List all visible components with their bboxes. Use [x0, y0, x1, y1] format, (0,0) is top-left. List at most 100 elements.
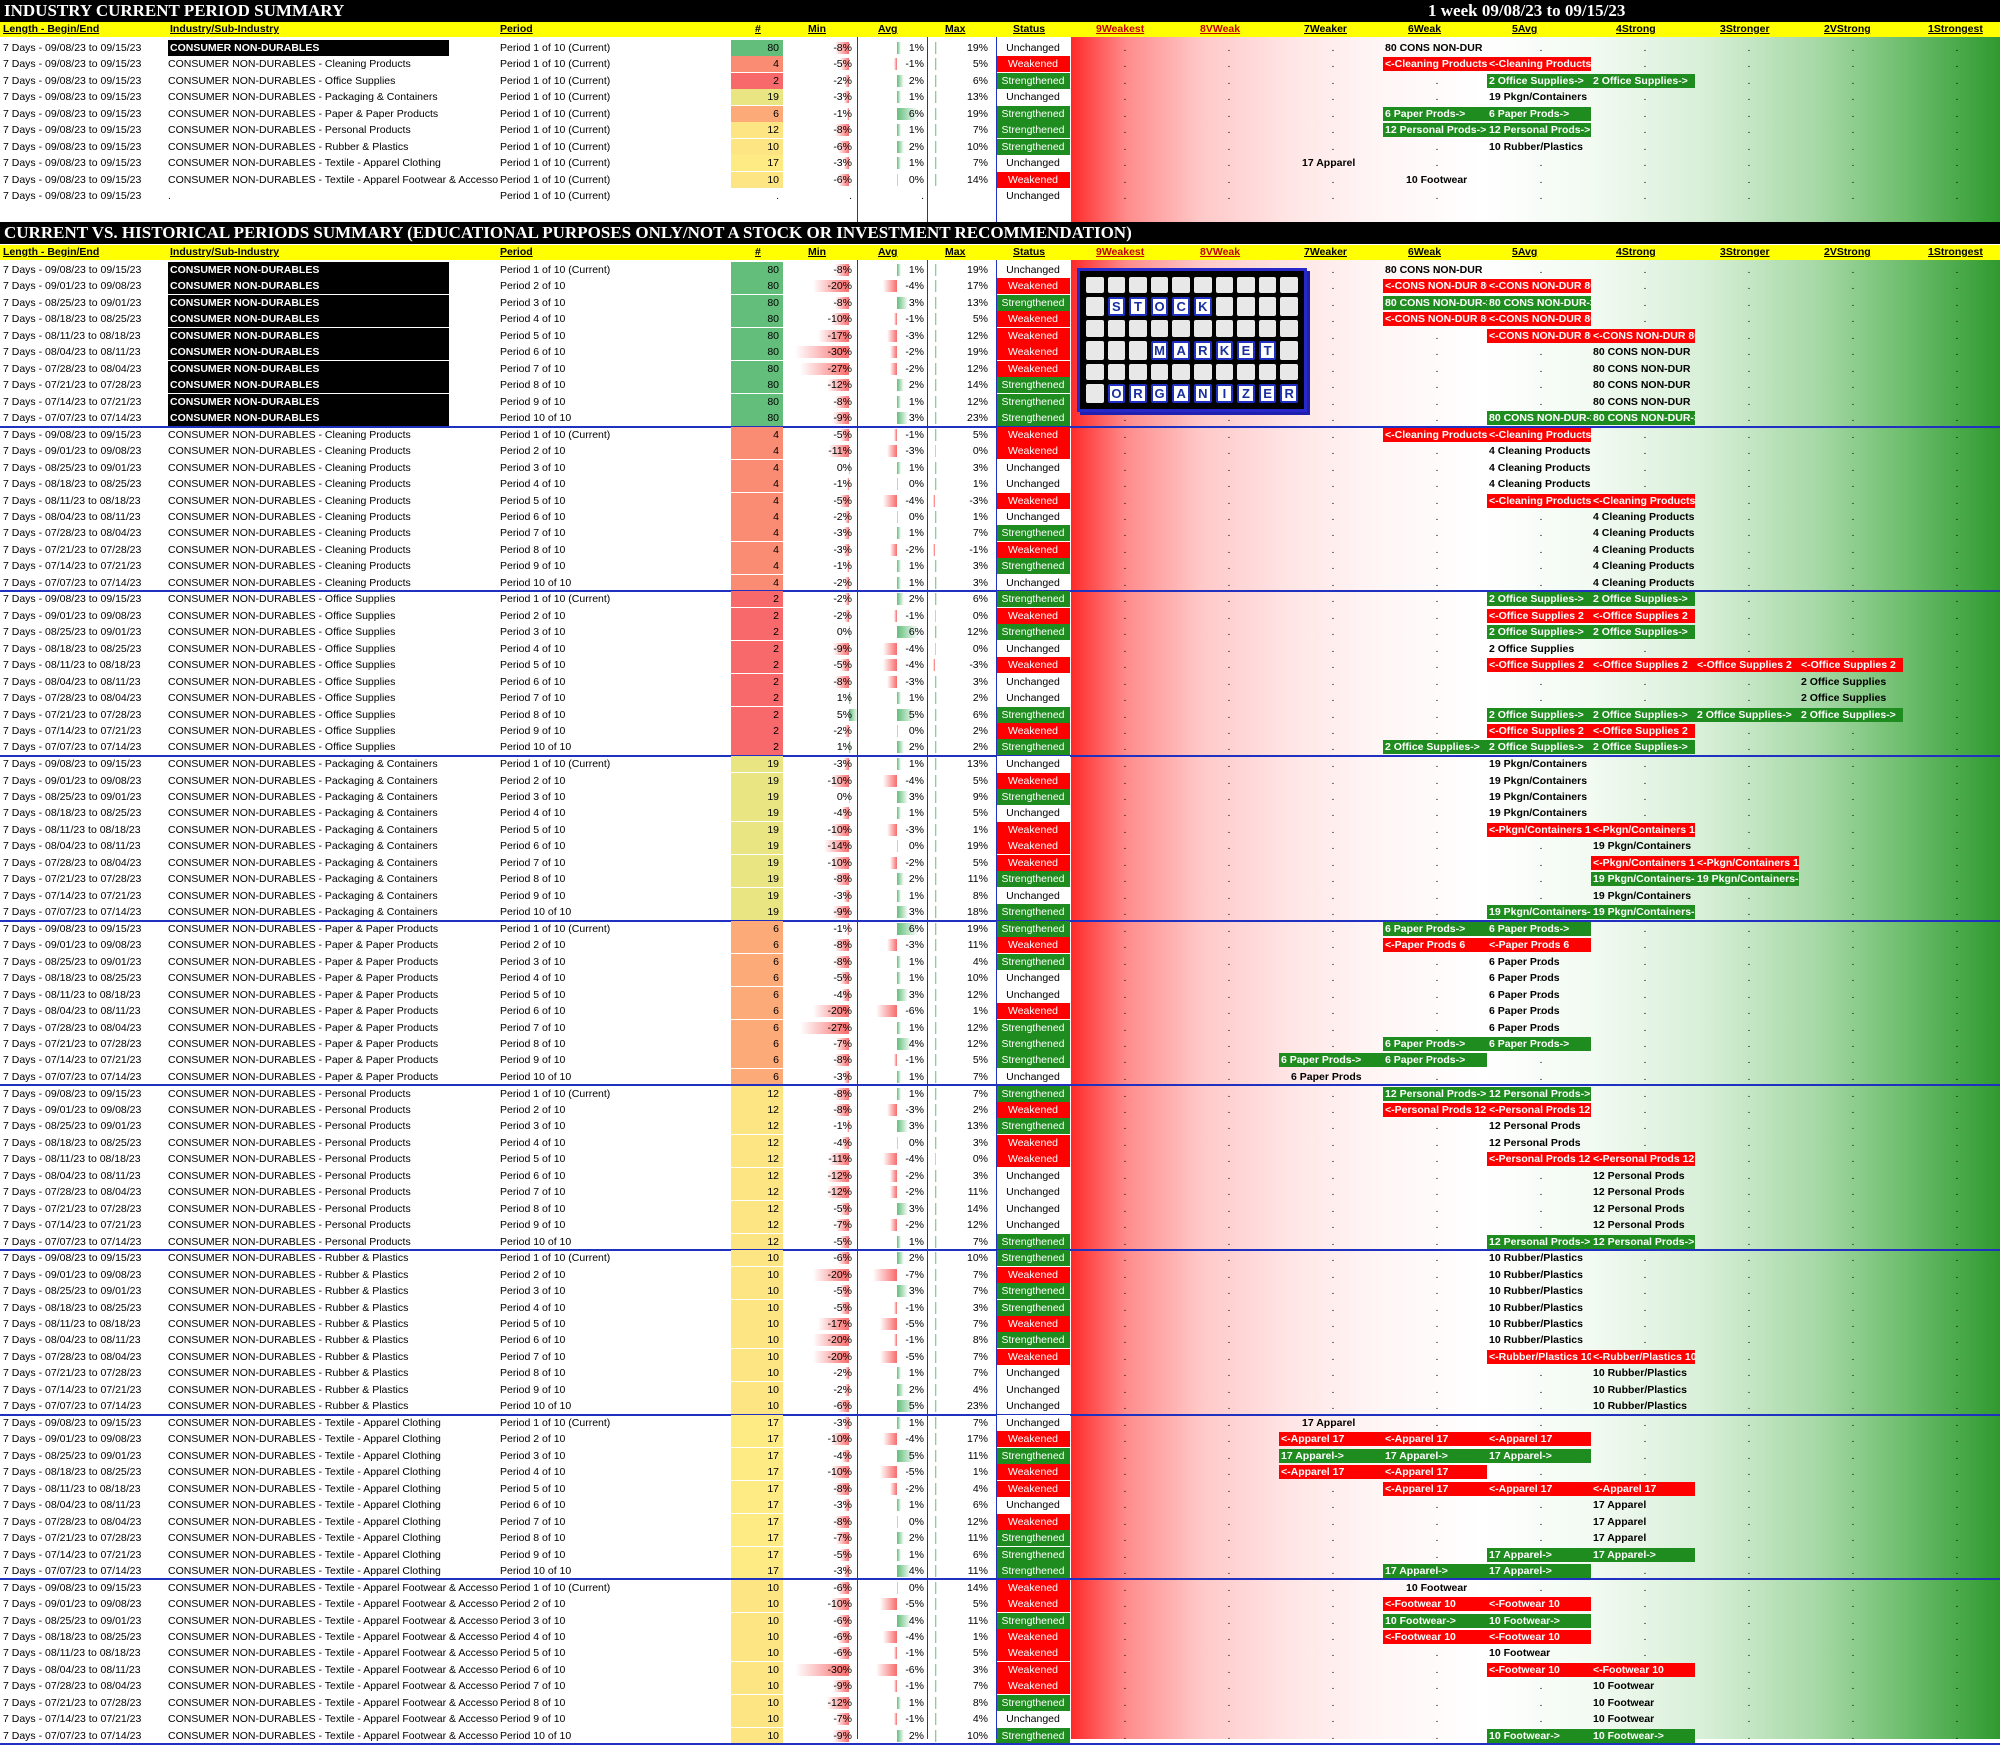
min-databar	[840, 1285, 849, 1298]
min-cell: -3%	[833, 527, 852, 540]
zone-dot: .	[1747, 774, 1751, 787]
strength-label: 2 Office Supplies->	[1591, 73, 1695, 88]
avg-cell: 3%	[908, 1120, 924, 1133]
count-cell: 80	[731, 278, 783, 295]
zone-dot: .	[1123, 445, 1127, 458]
min-cell: .	[849, 190, 852, 203]
zone-dot: .	[1747, 1186, 1751, 1199]
logo-tile	[1086, 277, 1104, 294]
count-cell: 6	[731, 1019, 783, 1036]
zone-dot: .	[1331, 1713, 1335, 1726]
industry-cell: CONSUMER NON-DURABLES - Personal Product…	[168, 1235, 411, 1248]
zone-dot: .	[1851, 725, 1855, 737]
industry-cell: CONSUMER NON-DURABLES - Cleaning Product…	[168, 478, 411, 491]
zone-dot: .	[1747, 42, 1751, 54]
min-databar	[845, 609, 849, 622]
zone-dot: .	[1747, 1219, 1751, 1232]
industry-cell: CONSUMER NON-DURABLES	[168, 311, 449, 328]
period-cell: Period 4 of 10	[500, 1630, 566, 1643]
zone-dot: .	[1539, 576, 1543, 589]
zone-dot: .	[1331, 1729, 1335, 1742]
avg-databar	[883, 774, 897, 787]
zone-dot: .	[1643, 1532, 1647, 1545]
zone-dot: .	[1539, 1647, 1543, 1660]
strength-label: 19 Pkgn/Containers->	[1695, 872, 1799, 887]
industry-cell: CONSUMER NON-DURABLES - Office Supplies	[168, 708, 396, 721]
max-databar	[935, 576, 937, 589]
zone-dot: .	[1435, 42, 1439, 54]
max-cell: -1%	[969, 543, 988, 556]
avg-cell: -6%	[905, 1005, 924, 1018]
max-cell: 1%	[972, 823, 988, 836]
zone-dot: .	[1331, 988, 1335, 1001]
count-cell: 10	[731, 171, 783, 188]
avg-cell: -2%	[905, 362, 924, 375]
zone-dot: .	[1955, 1021, 1959, 1034]
min-databar	[831, 1466, 849, 1479]
zone-dot: .	[1227, 1581, 1231, 1594]
period-cell: Period 6 of 10	[500, 1169, 566, 1182]
max-cell: 5%	[972, 1054, 988, 1067]
avg-databar	[897, 173, 898, 186]
count-cell: 12	[731, 1167, 783, 1184]
strength-label: 80 CONS NON-DUR	[1593, 346, 1691, 359]
zone-dot: .	[1123, 190, 1127, 203]
max-cell: 12%	[966, 1219, 988, 1232]
length-cell: 7 Days - 07/14/23 to 07/21/23	[3, 1713, 142, 1726]
zone-dot: .	[1747, 1647, 1751, 1660]
min-databar	[838, 1647, 849, 1660]
industry-cell: CONSUMER NON-DURABLES - Paper & Paper Pr…	[168, 1005, 439, 1018]
zone-dot: .	[1123, 1729, 1127, 1742]
zone-dot: .	[1227, 593, 1231, 606]
strength-label: <-Rubber/Plastics 10	[1591, 1349, 1695, 1364]
zone-dot: .	[1123, 1219, 1127, 1232]
length-cell: 7 Days - 08/18/23 to 08/25/23	[3, 313, 142, 326]
zone-dot: .	[1747, 692, 1751, 705]
period-cell: Period 8 of 10	[500, 543, 566, 556]
count-cell: 6	[731, 970, 783, 987]
length-cell: 7 Days - 09/08/23 to 09/15/23	[3, 264, 142, 276]
zone-dot: .	[1123, 1482, 1127, 1495]
zone-header: 9Weakest	[1096, 246, 1145, 258]
industry-cell: CONSUMER NON-DURABLES - Textile - Appare…	[168, 1663, 498, 1676]
zone-dot: .	[1331, 1482, 1335, 1495]
zone-dot: .	[1643, 1515, 1647, 1528]
zone-dot: .	[1851, 906, 1855, 919]
zone-dot: .	[1955, 1614, 1959, 1627]
zone-dot: .	[1227, 1383, 1231, 1396]
strength-label: 4 Cleaning Products	[1593, 543, 1695, 556]
zone-dot: .	[1643, 840, 1647, 853]
zone-dot: .	[1227, 1713, 1231, 1726]
industry-cell: CONSUMER NON-DURABLES - Paper & Paper Pr…	[168, 107, 439, 120]
min-databar	[834, 675, 849, 688]
industry-cell: CONSUMER NON-DURABLES - Cleaning Product…	[168, 58, 411, 71]
zone-dot: .	[1227, 1334, 1231, 1347]
zone-dot: .	[1123, 922, 1127, 935]
zone-dot: .	[1435, 379, 1439, 392]
logo-tile	[1215, 320, 1234, 337]
max-databar	[935, 922, 937, 935]
zone-dot: .	[1331, 939, 1335, 952]
zone-dot: .	[1747, 1268, 1751, 1281]
period-cell: Period 4 of 10	[500, 807, 566, 820]
table-row: 7 Days - 07/14/23 to 07/21/23 CONSUMER NO…	[0, 723, 2000, 739]
length-cell: 7 Days - 07/21/23 to 07/28/23	[3, 1367, 142, 1380]
zone-dot: .	[1331, 42, 1335, 54]
logo-tile	[1215, 363, 1234, 380]
zone-dot: .	[1643, 157, 1647, 170]
max-cell: 17%	[966, 280, 988, 293]
status-cell: Weakened	[996, 657, 1070, 674]
max-cell: 4%	[972, 1713, 988, 1726]
column-header-min: Min	[808, 246, 827, 258]
avg-databar	[897, 107, 918, 120]
zone-dot: .	[1331, 758, 1335, 771]
max-cell: 14%	[966, 173, 988, 186]
min-cell: -8%	[833, 939, 852, 952]
zone-dot: .	[1123, 988, 1127, 1001]
avg-cell: -4%	[905, 642, 924, 655]
table-row: 7 Days - 09/01/23 to 09/08/23 CONSUMER NO…	[0, 772, 2000, 789]
max-databar	[935, 1515, 937, 1528]
period-cell: Period 8 of 10	[500, 1202, 566, 1215]
industry-cell: CONSUMER NON-DURABLES - Textile - Appare…	[168, 1499, 441, 1512]
status-cell: Weakened	[996, 541, 1070, 558]
